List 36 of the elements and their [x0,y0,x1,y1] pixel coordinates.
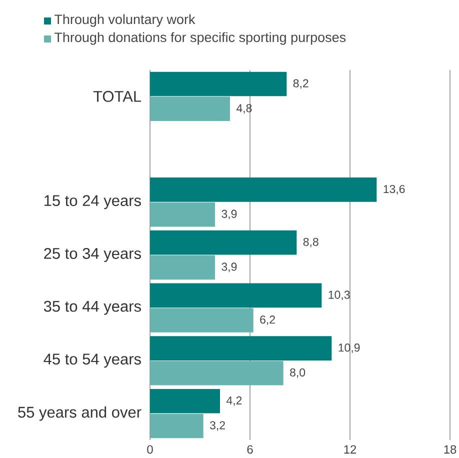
y-tick-label: 45 to 54 years [44,354,141,368]
bar [150,336,332,360]
data-label: 10,3 [328,290,350,300]
y-tick-label: 35 to 44 years [44,300,141,315]
y-tick-label: 25 to 34 years [44,248,141,262]
bar [150,388,220,414]
data-label: 4,8 [236,104,252,114]
data-label: 3,2 [210,421,225,431]
bar [150,230,297,255]
data-label: 10,9 [338,344,360,354]
bar [150,255,216,280]
x-tick-label: 12 [344,445,356,454]
bar [150,72,287,96]
data-label: 13,6 [384,184,405,194]
data-label: 3,9 [222,210,237,220]
data-label: 4,2 [226,396,242,406]
bar [150,283,322,308]
data-label: 8,8 [303,238,318,248]
data-label: 8,0 [290,368,306,378]
y-tick-label: 55 years and over [18,406,142,421]
x-tick-label: 6 [247,445,253,454]
bar [150,308,254,332]
bar [150,414,204,438]
data-label: 3,9 [222,262,237,272]
bar [150,178,377,202]
data-label: 6,2 [260,316,275,326]
y-tick-label: TOTAL [93,90,142,102]
x-tick-label: 18 [444,445,456,454]
bar [150,360,284,386]
bar [150,202,216,227]
data-label: 8,2 [293,79,308,89]
legend-label: Through voluntary work [54,14,196,27]
legend-label: Through donations for specific sporting purposes [54,32,346,45]
bar [150,96,230,121]
x-tick-label: 0 [147,445,153,454]
y-tick-label: 15 to 24 years [44,195,141,210]
